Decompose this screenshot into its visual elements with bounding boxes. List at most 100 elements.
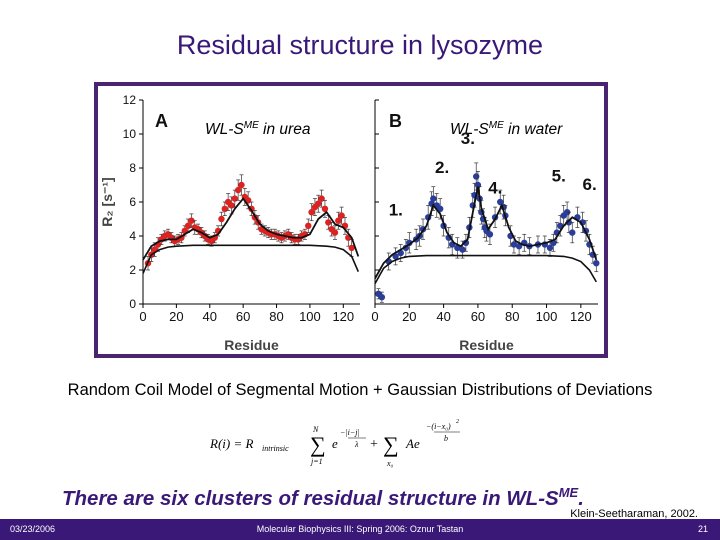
panel-a-data-point [348,244,355,252]
panel-a-data-point [318,195,325,202]
panel-b-data-point [510,241,518,248]
conclusion-end: . [578,486,584,510]
panel-a-data-point [338,212,345,219]
formula-sum1-bottom: j=1 [310,457,323,466]
slide-title: Residual structure in lysozyme [176,30,544,60]
formula-term2: Ae [405,436,420,451]
formula-exp1-den: λ [354,440,359,449]
panel-a-x-tick-label: 80 [269,309,283,324]
formula-sum2-bottom: x₀ [386,459,394,468]
panel-a-fit-line [142,197,360,261]
panel-b-annotation: WL-SME in water [450,120,563,138]
formula-sum1-top: N [312,425,319,434]
footer-page-number: 21 [697,524,708,534]
citation: Klein-Seetharaman, 2002. [570,508,698,520]
panel-b-cluster-label: 4. [488,179,502,198]
panel-b-data-point [378,294,386,301]
panel-b-data-point [486,231,494,238]
panel-b-annotation-sup: ME [489,120,504,131]
conclusion-statement: There are six clusters of residual struc… [62,485,584,511]
panel-a-data-point [321,205,329,212]
panel-a-y-tick-label: 10 [123,127,137,141]
panel-a-data-point [305,222,312,229]
panel-a-data-point [234,186,242,194]
panel-b-data-point [593,260,600,267]
panel-a-data-point [188,217,195,224]
panel-b-cluster-label: 3. [461,129,475,148]
footer-date: 03/23/2006 [10,524,56,534]
model-formula: R(i) = R intrinsic N ∑ j=1 e −|i−j| λ + … [209,410,490,470]
panel-a-x-tick-label: 0 [139,309,146,324]
panel-b-x-tick-label: 40 [436,309,450,324]
panel-a-y-tick-label: 12 [123,93,137,107]
panel-b-x-tick-label: 120 [570,309,592,324]
panel-b-data-point [569,229,576,236]
panel-a-data-point [308,209,315,216]
panel-b-x-tick-label: 0 [371,309,378,324]
panel-b-x-tick-label: 100 [536,309,558,324]
panel-a-data-point [335,217,342,224]
formula-exp2-den: b [444,434,448,443]
panel-a-data-point [221,205,228,212]
panel-b-data-point [392,253,399,260]
formula-exp2-pow: 2 [456,419,459,425]
panel-b-fit-line [374,186,598,279]
formula-plus: + [370,437,378,452]
formula-lhs: R(i) = R [210,436,253,451]
formula-sigma2: ∑ [383,432,399,457]
panel-b-cluster-label: 1. [389,201,403,220]
panel-a-y-tick-label: 2 [129,263,136,277]
panel-b-label: B [389,111,402,131]
panel-a-data-point [228,202,235,209]
panel-b-annotation-text: WL-S [450,121,489,138]
formula-exp2: −(i−x₀) [426,422,451,431]
panel-a-data-point [238,181,245,189]
panel-a-data-point [325,219,332,226]
footer-bar: 03/23/2006 Molecular Biophysics III: Spr… [0,519,720,540]
formula-lhs-sub: intrinsic [262,444,289,453]
formula-sigma1: ∑ [310,432,326,457]
panel-a-x-tick-label: 40 [203,309,217,324]
panel-a-annotation-text: WL-S [205,121,244,138]
panel-b-data-point [462,239,470,246]
panel-a-x-tick-label: 100 [299,309,321,324]
panel-b-cluster-label: 6. [583,175,597,194]
panel-a-label: A [155,111,168,131]
panel-b-xlabel: Residue [459,337,514,353]
panel-a-data-point [315,200,322,207]
panel-b-cluster-label: 5. [552,167,566,186]
panel-b-data-point [430,195,437,202]
panel-b-data-point [546,244,554,252]
panel-a-data-point [331,229,339,236]
formula-e1: e [332,436,338,451]
r2-chart: 0 20 40 60 80 100 120 0 2 4 6 8 10 12 Residue R₂ [s⁻¹] A… [99,93,600,353]
panel-b-x-tick-label: 60 [471,309,485,324]
panel-a-x-tick-label: 20 [169,309,183,324]
panel-a-xlabel: Residue [224,337,279,353]
conclusion-text: There are six clusters of residual struc… [62,486,559,510]
panel-a-x-tick-label: 120 [332,309,354,324]
panel-a-annotation: WL-SME in urea [205,120,311,138]
panel-a-y-tick-label: 6 [129,195,136,209]
figure-panel: 0 20 40 60 80 100 120 0 2 4 6 8 10 12 Residue R₂ [s⁻¹] A… [94,82,608,358]
panel-a-x-tick-label: 60 [236,309,250,324]
model-description: Random Coil Model of Segmental Motion + … [67,381,653,399]
formula-exp1: −|i−j| [340,428,360,437]
panel-a-annotation-sup: ME [244,120,259,131]
panel-b-data-point [459,246,466,253]
footer-course: Molecular Biophysics III: Spring 2006: O… [256,524,464,534]
panel-a-baseline-line [142,244,360,274]
panel-b-annotation-end: in water [504,121,563,138]
conclusion-sup: ME [558,485,579,500]
panel-a-annotation-end: in urea [259,121,311,138]
panel-b-data-point [436,205,444,212]
panel-b-x-tick-label: 80 [505,309,519,324]
panel-a-ylabel: R₂ [s⁻¹] [99,177,115,226]
panel-a-data-point [218,215,225,223]
panel-a-y-tick-label: 0 [129,297,136,311]
panel-a-y-tick-label: 8 [129,161,136,175]
panel-b-cluster-label: 2. [435,158,449,177]
panel-a-data-point [231,195,239,202]
panel-b-baseline-line [374,254,597,284]
panel-b-x-tick-label: 20 [402,309,416,324]
